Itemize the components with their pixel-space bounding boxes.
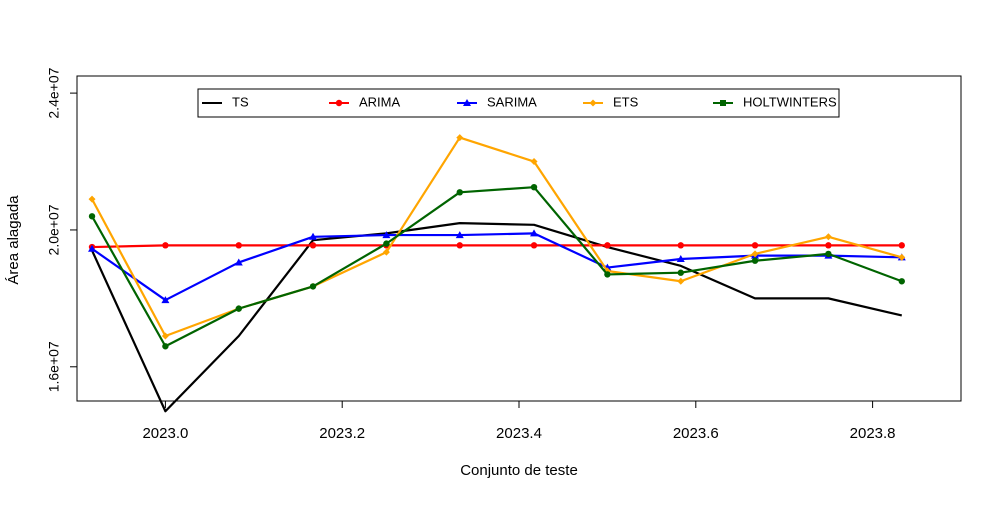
series-line — [91, 222, 903, 413]
data-point — [382, 231, 391, 239]
data-point — [530, 229, 539, 237]
data-point — [824, 233, 832, 241]
x-axis: 2023.0 2023.2 2023.4 2023.6 2023.8 — [142, 400, 896, 442]
legend-label: HOLTWINTERS — [743, 94, 837, 109]
series-ets — [88, 134, 906, 340]
x-tick-label: 2023.8 — [850, 425, 896, 442]
series-line — [91, 232, 902, 302]
data-point — [383, 240, 390, 247]
series-sarima — [88, 229, 906, 304]
data-point — [162, 343, 169, 350]
legend-label: ETS — [613, 94, 639, 109]
legend-label: ARIMA — [359, 94, 401, 109]
legend-entry-arima: ARIMA — [329, 94, 401, 109]
data-point — [530, 242, 538, 249]
legend-entry-holtwinters: HOLTWINTERS — [713, 94, 837, 109]
data-point — [309, 232, 318, 240]
data-point — [825, 242, 832, 249]
data-point — [161, 332, 169, 340]
data-point — [898, 278, 905, 285]
y-tick-label: 2.0e+07 — [46, 204, 62, 255]
x-tick-label: 2023.2 — [319, 425, 365, 442]
y-tick-label: 2.4e+07 — [46, 67, 62, 118]
data-point — [530, 183, 538, 191]
data-point — [88, 244, 97, 252]
data-point — [898, 242, 905, 249]
series-holtwinters — [88, 183, 905, 350]
data-point — [235, 305, 242, 312]
y-tick-label: 1.6e+07 — [46, 341, 62, 392]
legend-label: SARIMA — [487, 94, 537, 109]
data-point — [751, 250, 759, 258]
data-point — [898, 253, 906, 261]
data-point — [234, 258, 243, 266]
data-point — [382, 248, 390, 256]
series-ts — [91, 222, 903, 413]
data-point — [604, 242, 611, 249]
data-point — [88, 195, 96, 203]
y-axis: 1.6e+07 2.0e+07 2.4e+07 — [46, 67, 78, 392]
x-tick-label: 2023.4 — [496, 425, 542, 442]
data-point — [456, 242, 463, 249]
x-tick-label: 2023.0 — [142, 425, 188, 442]
series-line — [91, 186, 903, 348]
legend-entry-ts: TS — [202, 94, 249, 109]
series-layer — [88, 134, 906, 413]
data-point — [88, 213, 96, 220]
series-arima — [88, 242, 905, 251]
data-point — [235, 242, 242, 249]
x-tick-label: 2023.6 — [673, 425, 719, 442]
data-point — [677, 242, 684, 249]
data-point — [589, 99, 597, 107]
data-point — [309, 242, 317, 249]
data-point — [676, 255, 685, 263]
series-line — [92, 244, 902, 249]
data-point — [751, 242, 759, 249]
data-point — [825, 250, 832, 258]
data-point — [456, 189, 463, 196]
series-line — [91, 136, 903, 338]
legend: TS ARIMA SARIMA ETS HOLTWINTERS — [197, 88, 840, 118]
data-point — [530, 158, 538, 166]
legend-entry-sarima: SARIMA — [457, 94, 537, 109]
legend-label: TS — [232, 94, 249, 109]
data-point — [309, 283, 317, 290]
data-point — [335, 99, 343, 107]
data-point — [604, 271, 611, 278]
data-point — [751, 257, 759, 264]
data-point — [455, 231, 464, 239]
data-point — [677, 269, 684, 276]
legend-entry-ets: ETS — [583, 94, 639, 109]
x-axis-label: Conjunto de teste — [460, 462, 578, 479]
y-axis-label: Área alagada — [5, 195, 22, 285]
data-point — [161, 296, 170, 304]
data-point — [720, 100, 726, 106]
data-point — [677, 277, 685, 285]
data-point — [162, 242, 169, 249]
data-point — [456, 134, 464, 142]
data-point — [463, 99, 471, 106]
